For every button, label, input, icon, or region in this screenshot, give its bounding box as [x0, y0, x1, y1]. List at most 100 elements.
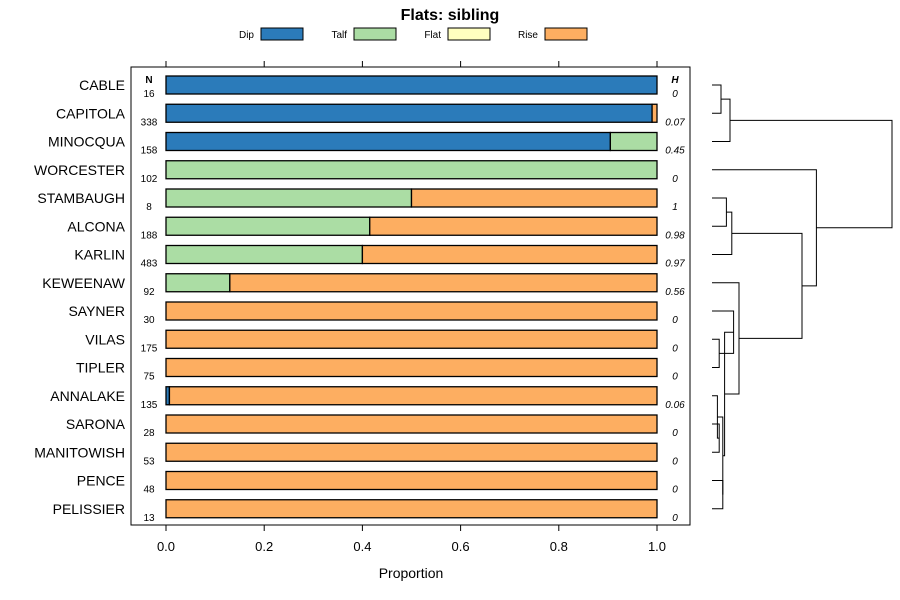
category-label: PENCE	[77, 473, 125, 489]
category-label: ALCONA	[67, 218, 125, 234]
x-tick-label: 0.6	[452, 539, 470, 554]
legend: Dip Talf Flat Rise	[239, 27, 588, 41]
h-value: 0	[672, 456, 678, 467]
legend-label: Dip	[239, 30, 254, 41]
legend-swatch	[353, 27, 397, 41]
dendrogram-link	[730, 119, 893, 229]
h-value: 0	[672, 315, 678, 326]
bar-segment	[168, 386, 658, 406]
bar-segment	[165, 273, 231, 293]
bar-segment	[165, 470, 658, 491]
dendrogram-link	[712, 282, 740, 395]
n-value: 102	[141, 174, 158, 185]
bar-segment	[165, 442, 658, 462]
h-header: H	[671, 75, 679, 86]
x-tick-label: 0.2	[255, 539, 273, 554]
bar-segment	[165, 414, 658, 434]
h-value: 0	[672, 485, 678, 496]
legend-label: Rise	[518, 30, 538, 41]
n-value: 75	[143, 372, 155, 383]
bar-segment	[369, 216, 658, 236]
chart-title: Flats: sibling	[401, 7, 500, 24]
h-value: 0.98	[665, 230, 685, 241]
n-value: 92	[143, 287, 155, 298]
x-axis-title: Proportion	[379, 565, 444, 581]
bar-segment	[651, 103, 658, 123]
category-label: KARLIN	[74, 247, 125, 263]
bar-segment	[410, 188, 658, 208]
category-label: VILAS	[85, 331, 125, 347]
bar-segment	[165, 103, 653, 123]
bar-segment	[165, 499, 658, 519]
n-value: 28	[143, 428, 155, 439]
x-tick-label: 0.4	[353, 539, 371, 554]
dendrogram-link	[712, 338, 720, 368]
dendrogram-link	[731, 232, 803, 339]
n-header: N	[145, 75, 152, 86]
bar-segment	[361, 244, 658, 265]
h-value: 0.06	[665, 400, 685, 411]
h-value: 0	[672, 89, 678, 100]
category-label: PELISSIER	[53, 501, 125, 517]
n-value: 30	[143, 315, 155, 326]
n-value: 13	[143, 513, 155, 524]
category-label: SARONA	[66, 416, 126, 432]
h-value: 0.07	[665, 117, 685, 128]
n-value: 135	[141, 400, 158, 411]
bar-segment	[229, 273, 658, 293]
bar-segment	[165, 357, 658, 378]
category-label: ANNALAKE	[50, 388, 125, 404]
legend-label: Talf	[331, 30, 347, 41]
dendrogram-link	[712, 197, 727, 227]
n-value: 188	[141, 230, 158, 241]
category-label: STAMBAUGH	[37, 190, 125, 206]
bar-segment	[165, 131, 612, 152]
n-value: 175	[141, 343, 158, 354]
h-value: 1	[672, 202, 678, 213]
category-label: MANITOWISH	[34, 444, 125, 460]
legend-label: Flat	[424, 30, 441, 41]
legend-swatch	[544, 27, 588, 41]
legend-swatch	[260, 27, 304, 41]
category-label: CABLE	[79, 77, 125, 93]
bar-segment	[609, 131, 658, 152]
bar-segment	[165, 160, 658, 180]
dendrogram	[712, 84, 893, 510]
h-value: 0.56	[665, 287, 685, 298]
bar-segment	[165, 244, 364, 265]
dendrogram-link	[712, 480, 724, 510]
h-value: 0	[672, 372, 678, 383]
category-label: KEWEENAW	[42, 275, 125, 291]
h-value: 0.97	[665, 259, 685, 270]
bar-segment	[165, 216, 371, 236]
category-label: CAPITOLA	[56, 105, 126, 121]
h-value: 0.45	[665, 146, 685, 157]
bar-segment	[165, 301, 658, 321]
dendrogram-link	[717, 416, 724, 495]
x-tick-label: 0.8	[550, 539, 568, 554]
h-value: 0	[672, 343, 678, 354]
category-label: MINOCQUA	[48, 134, 126, 150]
bar-segment	[165, 75, 658, 95]
n-value: 338	[141, 117, 158, 128]
n-value: 483	[141, 259, 158, 270]
x-tick-label: 1.0	[648, 539, 666, 554]
x-axis: 0.0 0.2 0.4 0.6 0.8 1.0	[157, 61, 666, 554]
h-value: 0	[672, 174, 678, 185]
n-value: 16	[143, 89, 155, 100]
h-value: 0	[672, 513, 678, 524]
chart-rows: CABLE 16 0 CAPITOLA 338 0.07 MINOCQUA 158 0.45 WO…	[34, 75, 685, 524]
bar-segment	[165, 329, 658, 349]
plot-frame	[130, 66, 691, 526]
bar-segment	[165, 188, 413, 208]
category-label: TIPLER	[76, 360, 125, 376]
n-value: 53	[143, 456, 155, 467]
legend-swatch	[447, 27, 491, 41]
n-value: 8	[146, 202, 152, 213]
dendrogram-link	[712, 84, 722, 114]
category-label: SAYNER	[68, 303, 125, 319]
dendrogram-link	[712, 169, 817, 287]
h-value: 0	[672, 428, 678, 439]
dendrogram-link	[712, 211, 733, 255]
